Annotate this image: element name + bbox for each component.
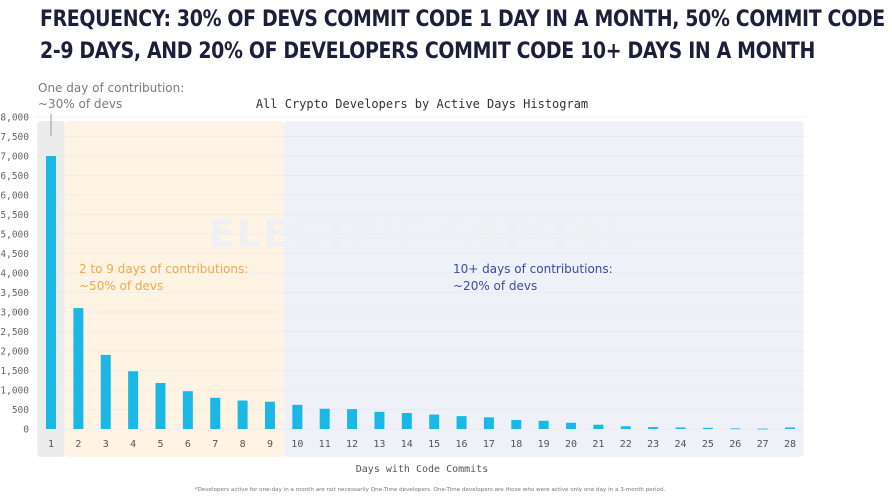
annotation-10-plus-line2: ~20% of devs xyxy=(453,279,537,293)
bar-day-15 xyxy=(429,414,440,429)
x-tick-label: 18 xyxy=(510,439,522,450)
bar-day-3 xyxy=(100,354,111,429)
bar-day-18 xyxy=(511,420,522,429)
region-10-to-28 xyxy=(283,121,804,457)
y-tick-label: 4,500 xyxy=(0,249,29,260)
bar-day-25 xyxy=(702,427,713,429)
bar-day-16 xyxy=(456,416,467,429)
bar-day-1 xyxy=(46,156,56,429)
bar-day-6 xyxy=(182,391,193,429)
watermark: ELECTRIC CAPITAL xyxy=(209,212,631,256)
x-axis-label: Days with Code Commits xyxy=(356,464,488,475)
x-tick-label: 24 xyxy=(674,439,686,450)
headline: FREQUENCY: 30% OF DEVS COMMIT CODE 1 DAY… xyxy=(40,4,885,68)
bar-day-5 xyxy=(155,382,166,429)
annotation-one-day-line2: ~30% of devs xyxy=(38,97,122,111)
footnote: *Developers active for one-day in a mont… xyxy=(195,487,666,493)
bar-day-7 xyxy=(210,397,221,429)
bar-day-28 xyxy=(784,427,795,429)
x-tick-label: 6 xyxy=(185,439,191,450)
bars xyxy=(46,156,795,430)
bar-day-14 xyxy=(401,413,412,429)
x-tick-label: 25 xyxy=(702,439,714,450)
y-tick-label: 7,500 xyxy=(0,132,29,143)
y-tick-label: 4,000 xyxy=(0,269,29,280)
x-tick-label: 11 xyxy=(319,439,331,450)
x-tick-label: 12 xyxy=(346,439,358,450)
bar-day-24 xyxy=(675,427,686,429)
bar-day-8 xyxy=(237,400,248,429)
y-tick-label: 500 xyxy=(12,405,29,416)
x-tick-label: 15 xyxy=(428,439,440,450)
y-tick-label: 3,000 xyxy=(0,308,29,319)
x-tick-label: 16 xyxy=(456,439,468,450)
y-tick-label: 3,500 xyxy=(0,288,29,299)
bar-day-19 xyxy=(538,420,549,429)
y-tick-label: 6,500 xyxy=(0,171,29,182)
annotation-10-plus-days: 10+ days of contributions: ~20% of devs xyxy=(453,262,613,293)
x-tick-label: 8 xyxy=(240,439,246,450)
bar-day-10 xyxy=(292,404,303,429)
x-tick-label: 23 xyxy=(647,439,659,450)
annotation-2-to-9-days: 2 to 9 days of contributions: ~50% of de… xyxy=(79,262,248,293)
y-tick-label: 8,000 xyxy=(0,113,29,124)
region-2-to-9 xyxy=(64,121,284,457)
x-tick-label: 2 xyxy=(75,439,81,450)
y-tick-label: 2,000 xyxy=(0,347,29,358)
y-tick-label: 7,000 xyxy=(0,152,29,163)
chart-title: All Crypto Developers by Active Days His… xyxy=(256,97,588,111)
x-tick-label: 14 xyxy=(401,439,413,450)
x-tick-label: 3 xyxy=(103,439,109,450)
annotation-10-plus-line1: 10+ days of contributions: xyxy=(453,262,613,276)
y-tick-label: 0 xyxy=(23,425,29,436)
bar-day-2 xyxy=(73,308,84,429)
bar-day-9 xyxy=(264,401,275,429)
bar-day-27 xyxy=(757,428,768,430)
y-tick-label: 1,000 xyxy=(0,386,29,397)
bar-day-12 xyxy=(347,409,358,429)
bar-day-20 xyxy=(566,422,577,429)
bar-day-17 xyxy=(483,417,494,429)
bar-day-21 xyxy=(593,424,604,429)
x-tick-label: 27 xyxy=(757,439,769,450)
x-tick-label: 7 xyxy=(212,439,218,450)
x-tick-label: 5 xyxy=(157,439,163,450)
x-tick-label: 26 xyxy=(729,439,741,450)
bar-day-11 xyxy=(319,408,330,429)
y-tick-label: 5,500 xyxy=(0,210,29,221)
x-tick-label: 17 xyxy=(483,439,495,450)
annotation-2-to-9-line1: 2 to 9 days of contributions: xyxy=(79,262,248,276)
x-tick-label: 22 xyxy=(620,439,632,450)
headline-line-2: 2-9 DAYS, AND 20% OF DEVELOPERS COMMIT C… xyxy=(40,39,815,64)
bar-day-22 xyxy=(620,426,631,429)
x-tick-label: 13 xyxy=(373,439,385,450)
x-tick-label: 20 xyxy=(565,439,577,450)
y-tick-label: 5,000 xyxy=(0,230,29,241)
x-axis-ticks: 1 2 3 4 5 6 7 8 9 10 11 12 13 14 15 16 17 18 19 20 21 22 23 24 2… xyxy=(48,439,796,450)
x-tick-label: 9 xyxy=(267,439,273,450)
y-tick-label: 2,500 xyxy=(0,327,29,338)
x-tick-label: 28 xyxy=(784,439,796,450)
x-tick-label: 1 xyxy=(48,439,54,450)
x-tick-label: 21 xyxy=(592,439,604,450)
shaded-regions xyxy=(37,121,804,457)
annotation-2-to-9-line2: ~50% of devs xyxy=(79,279,163,293)
x-tick-label: 19 xyxy=(538,439,550,450)
headline-line-1: FREQUENCY: 30% OF DEVS COMMIT CODE 1 DAY… xyxy=(40,7,885,32)
x-tick-label: 10 xyxy=(291,439,303,450)
bar-day-4 xyxy=(128,371,139,429)
bar-day-23 xyxy=(648,427,659,429)
y-axis-ticks: 0 500 1,000 1,500 2,000 2,500 3,000 3,500 4,000 4… xyxy=(0,113,29,436)
y-tick-label: 6,000 xyxy=(0,191,29,202)
bar-day-13 xyxy=(374,411,385,429)
annotation-one-day: One day of contribution: ~30% of devs xyxy=(38,81,184,111)
annotation-one-day-line1: One day of contribution: xyxy=(38,81,184,95)
bar-day-26 xyxy=(730,428,741,430)
y-tick-label: 1,500 xyxy=(0,366,29,377)
x-tick-label: 4 xyxy=(130,439,136,450)
